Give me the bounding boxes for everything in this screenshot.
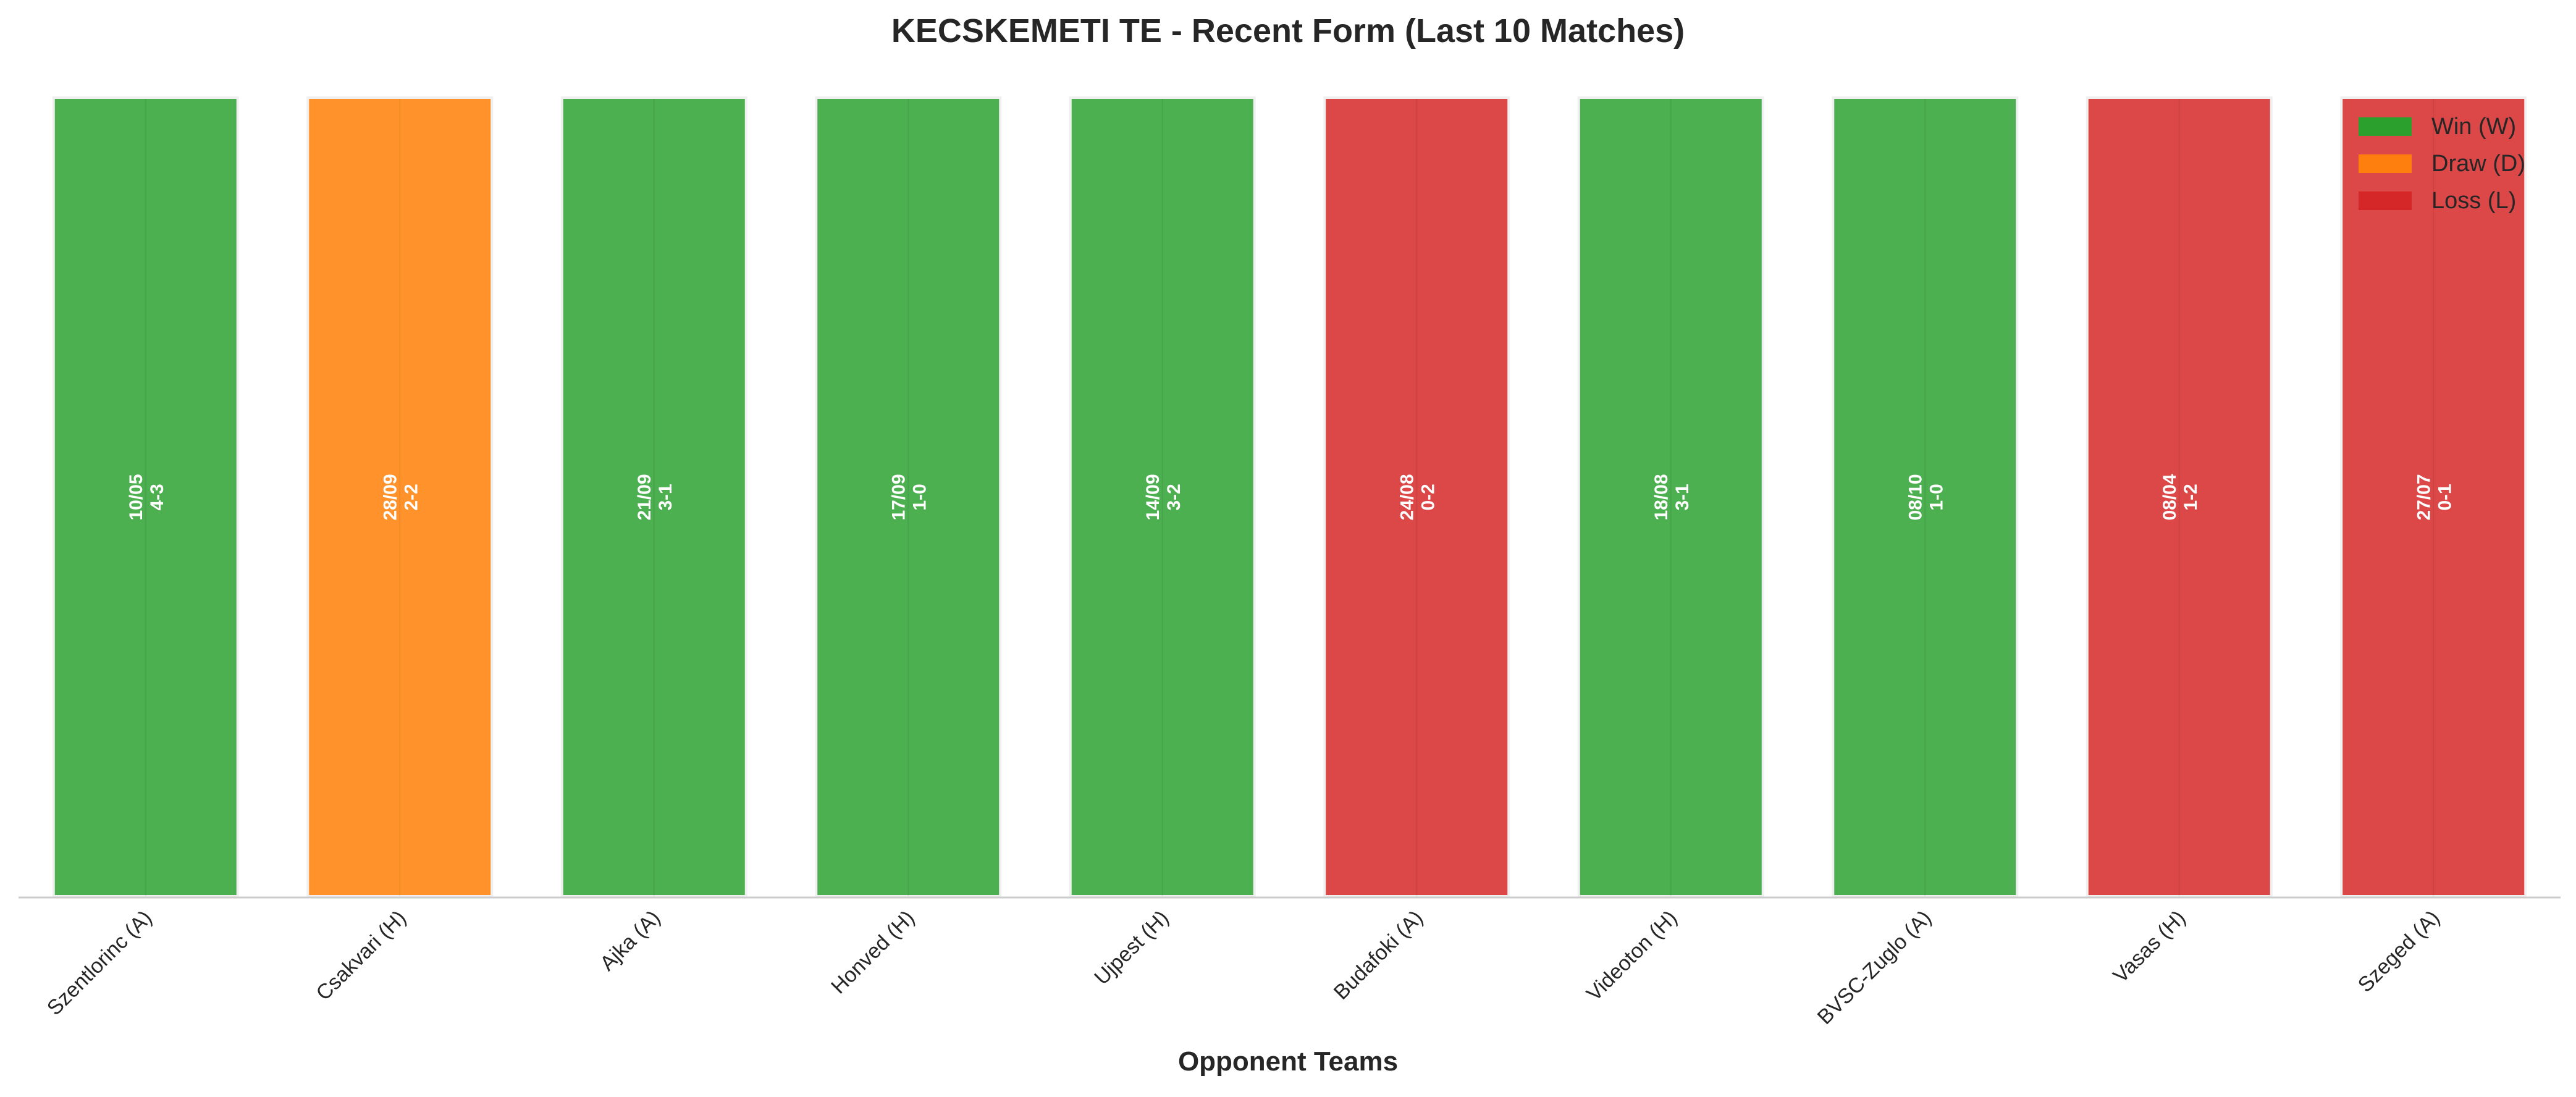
bar-date-label: 27/07 [2414,474,2434,520]
bar-2 [560,96,747,897]
bar-label: 08/101-0 [1905,474,1947,520]
bar-score-label: 0-2 [1418,484,1438,510]
bar-date-label: 08/04 [2160,474,2180,520]
x-tick-label: Szentlorinc (A) [43,906,157,1020]
bar-label: 10/054-3 [126,474,167,520]
bar-7 [1832,96,2019,897]
bar-score-label: 1-0 [909,484,930,510]
x-tick-label: Budafoki (A) [1329,906,1428,1004]
chart-title: KECSKEMETI TE - Recent Form (Last 10 Mat… [891,12,1685,49]
bar-date-label: 08/10 [1905,474,1926,520]
bar-score-label: 3-1 [1672,484,1693,510]
bar-date-label: 18/08 [1651,474,1672,520]
legend-label: Win (W) [2431,114,2516,140]
bars-layer: 10/054-3 28/092-2 21/093-1 17/091-0 14/093-2… [52,96,2527,897]
bar-5 [1323,96,1510,897]
bar-date-label: 24/08 [1397,474,1417,520]
bar-label: 28/092-2 [380,474,421,520]
bar-0 [52,96,239,897]
bar-label: 27/070-1 [2414,474,2455,520]
bar-date-label: 21/09 [634,474,655,520]
x-tick-label: Videoton (H) [1582,906,1682,1006]
bar-score-label: 3-2 [1164,484,1184,510]
legend-swatch [2359,154,2412,173]
bar-label: 21/093-1 [634,474,676,520]
legend: Win (W) Draw (D) Loss (L) [2359,114,2525,214]
x-tick-label: Szeged (A) [2354,906,2444,997]
bar-label: 17/091-0 [888,474,930,520]
x-tick-label: Ajka (A) [596,906,665,975]
bar-date-label: 14/09 [1143,474,1163,520]
legend-label: Draw (D) [2431,151,2525,177]
x-tick-labels: Szentlorinc (A) Csakvari (H) Ajka (A) Honve… [43,906,2444,1029]
bar-3 [815,96,1002,897]
x-tick-label: Honved (H) [827,906,919,999]
bar-label: 08/041-2 [2160,474,2201,520]
bar-label: 24/080-2 [1397,474,1438,520]
bar-score-label: 3-1 [655,484,676,510]
x-tick-label: Vasas (H) [2108,906,2190,988]
bar-score-label: 1-0 [1926,484,1947,510]
bar-label: 18/083-1 [1651,474,1693,520]
bar-9 [2340,96,2527,897]
bar-label: 14/093-2 [1143,474,1184,520]
bar-8 [2086,96,2273,897]
bar-4 [1069,96,1256,897]
bar-score-label: 4-3 [147,484,167,510]
bar-score-label: 1-2 [2181,484,2201,510]
x-tick-label: Csakvari (H) [311,906,410,1005]
x-axis-label: Opponent Teams [1178,1046,1398,1077]
bar-1 [306,96,494,897]
bar-date-label: 17/09 [888,474,909,520]
x-tick-label: BVSC-Zuglo (A) [1813,906,1936,1029]
bar-score-label: 0-1 [2435,484,2455,510]
bar-date-label: 10/05 [126,474,146,520]
legend-label: Loss (L) [2431,188,2516,214]
bar-6 [1577,96,1764,897]
bar-date-label: 28/09 [380,474,400,520]
x-tick-label: Ujpest (H) [1090,906,1173,990]
bar-score-label: 2-2 [401,484,421,510]
legend-swatch [2359,191,2412,210]
legend-swatch [2359,117,2412,136]
